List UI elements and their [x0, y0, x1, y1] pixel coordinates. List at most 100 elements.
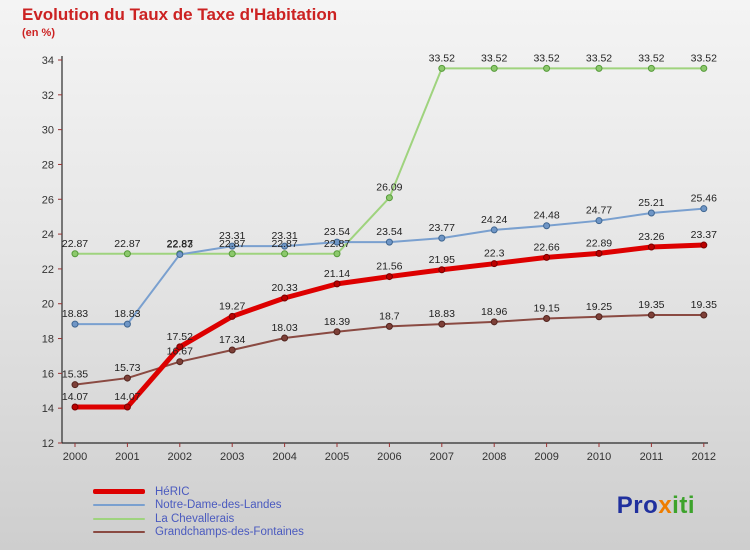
axes	[61, 56, 708, 444]
svg-text:33.52: 33.52	[429, 52, 455, 64]
svg-text:18.39: 18.39	[324, 316, 350, 328]
legend-label: La Chevallerais	[155, 512, 235, 525]
legend-swatch	[93, 517, 145, 520]
svg-text:22.87: 22.87	[167, 238, 193, 250]
legend-item-h-ric: HéRIC	[93, 486, 304, 498]
svg-text:22.87: 22.87	[114, 238, 140, 250]
data-point-h-ric	[385, 273, 393, 281]
data-point-h-ric	[228, 312, 236, 320]
svg-text:18.83: 18.83	[429, 308, 455, 320]
chart-subtitle: (en %)	[22, 27, 55, 39]
svg-text:17.34: 17.34	[219, 334, 245, 346]
data-point-notre-dame-des-landes	[71, 320, 79, 328]
data-point-la-chevallerais	[647, 64, 655, 72]
svg-text:2008: 2008	[482, 451, 506, 463]
svg-text:25.46: 25.46	[691, 193, 717, 205]
svg-text:32: 32	[42, 90, 54, 102]
data-point-grandchamps-des-fontaines	[281, 334, 289, 342]
data-point-grandchamps-des-fontaines	[385, 322, 393, 330]
data-point-notre-dame-des-landes	[490, 226, 498, 234]
data-point-grandchamps-des-fontaines	[595, 313, 603, 321]
svg-text:2011: 2011	[640, 451, 664, 463]
svg-text:2001: 2001	[115, 451, 139, 463]
data-point-grandchamps-des-fontaines	[647, 311, 655, 319]
data-point-grandchamps-des-fontaines	[176, 358, 184, 366]
svg-text:22.66: 22.66	[533, 241, 559, 253]
data-point-la-chevallerais	[228, 250, 236, 258]
data-point-notre-dame-des-landes	[123, 320, 131, 328]
data-point-notre-dame-des-landes	[595, 217, 603, 225]
data-point-grandchamps-des-fontaines	[543, 315, 551, 323]
data-point-h-ric	[71, 403, 79, 411]
data-point-la-chevallerais	[71, 250, 79, 258]
svg-text:23.31: 23.31	[219, 230, 245, 242]
svg-text:23.37: 23.37	[691, 229, 717, 241]
svg-text:28: 28	[42, 159, 54, 171]
svg-text:18.83: 18.83	[62, 308, 88, 320]
svg-text:14.07: 14.07	[114, 391, 140, 403]
svg-text:2004: 2004	[272, 451, 296, 463]
svg-text:14.07: 14.07	[62, 391, 88, 403]
svg-text:22.3: 22.3	[484, 248, 505, 260]
y-axis-ticks: 12 14 16 18 20 22 24 26 28 30 32 34	[42, 55, 62, 450]
data-point-la-chevallerais	[490, 64, 498, 72]
svg-text:22.89: 22.89	[586, 237, 612, 249]
legend-label: Grandchamps-des-Fontaines	[155, 526, 304, 539]
svg-text:2007: 2007	[430, 451, 454, 463]
svg-text:21.95: 21.95	[429, 254, 455, 266]
logo-part: Pro	[616, 492, 659, 519]
proxiti-logo: Proxiti	[617, 492, 695, 520]
svg-text:15.35: 15.35	[62, 369, 88, 381]
svg-text:23.54: 23.54	[376, 226, 402, 238]
svg-text:24: 24	[42, 229, 54, 241]
legend-label: Notre-Dame-des-Landes	[155, 499, 282, 512]
data-point-grandchamps-des-fontaines	[123, 374, 131, 382]
svg-text:2009: 2009	[534, 451, 558, 463]
svg-text:2012: 2012	[692, 451, 716, 463]
svg-text:33.52: 33.52	[533, 52, 559, 64]
data-point-notre-dame-des-landes	[176, 250, 184, 258]
legend-item-grandchamps-des-fontaines: Grandchamps-des-Fontaines	[93, 526, 304, 539]
svg-text:19.35: 19.35	[638, 299, 664, 311]
data-point-h-ric	[123, 403, 131, 411]
svg-text:16.67: 16.67	[167, 346, 193, 358]
svg-text:2002: 2002	[168, 451, 192, 463]
svg-text:16: 16	[42, 368, 54, 380]
svg-text:22.87: 22.87	[62, 238, 88, 250]
svg-text:2010: 2010	[587, 451, 611, 463]
logo-part: iti	[672, 492, 695, 519]
data-point-h-ric	[595, 249, 603, 257]
svg-text:33.52: 33.52	[481, 52, 507, 64]
svg-text:25.21: 25.21	[638, 197, 664, 209]
svg-text:18.96: 18.96	[481, 306, 507, 318]
svg-text:26: 26	[42, 194, 54, 206]
svg-text:24.24: 24.24	[481, 214, 507, 226]
svg-text:22.87: 22.87	[271, 238, 297, 250]
svg-text:12: 12	[42, 438, 54, 450]
data-point-h-ric	[543, 253, 551, 261]
svg-text:2006: 2006	[377, 451, 401, 463]
svg-text:33.52: 33.52	[638, 52, 664, 64]
svg-text:18.83: 18.83	[114, 308, 140, 320]
data-point-grandchamps-des-fontaines	[438, 320, 446, 328]
data-point-notre-dame-des-landes	[228, 242, 236, 250]
svg-text:2005: 2005	[325, 451, 349, 463]
data-point-la-chevallerais	[333, 250, 341, 258]
legend: HéRIC Notre-Dame-des-Landes La Chevallerai…	[93, 486, 304, 538]
x-axis-ticks: 2000 2001 2002 2003 2004 2005 2006 2007 2008 2009…	[63, 443, 716, 463]
data-point-la-chevallerais	[700, 64, 708, 72]
data-point-notre-dame-des-landes	[281, 242, 289, 250]
data-point-la-chevallerais	[385, 194, 393, 202]
data-point-grandchamps-des-fontaines	[490, 318, 498, 326]
svg-text:22.87: 22.87	[219, 238, 245, 250]
data-point-h-ric	[333, 280, 341, 288]
data-point-grandchamps-des-fontaines	[700, 311, 708, 319]
svg-text:15.73: 15.73	[114, 362, 140, 374]
data-point-grandchamps-des-fontaines	[71, 381, 79, 389]
data-point-h-ric	[700, 241, 708, 249]
data-point-la-chevallerais	[123, 250, 131, 258]
data-point-h-ric	[176, 343, 184, 351]
svg-text:21.56: 21.56	[376, 261, 402, 273]
svg-text:19.15: 19.15	[533, 303, 559, 315]
